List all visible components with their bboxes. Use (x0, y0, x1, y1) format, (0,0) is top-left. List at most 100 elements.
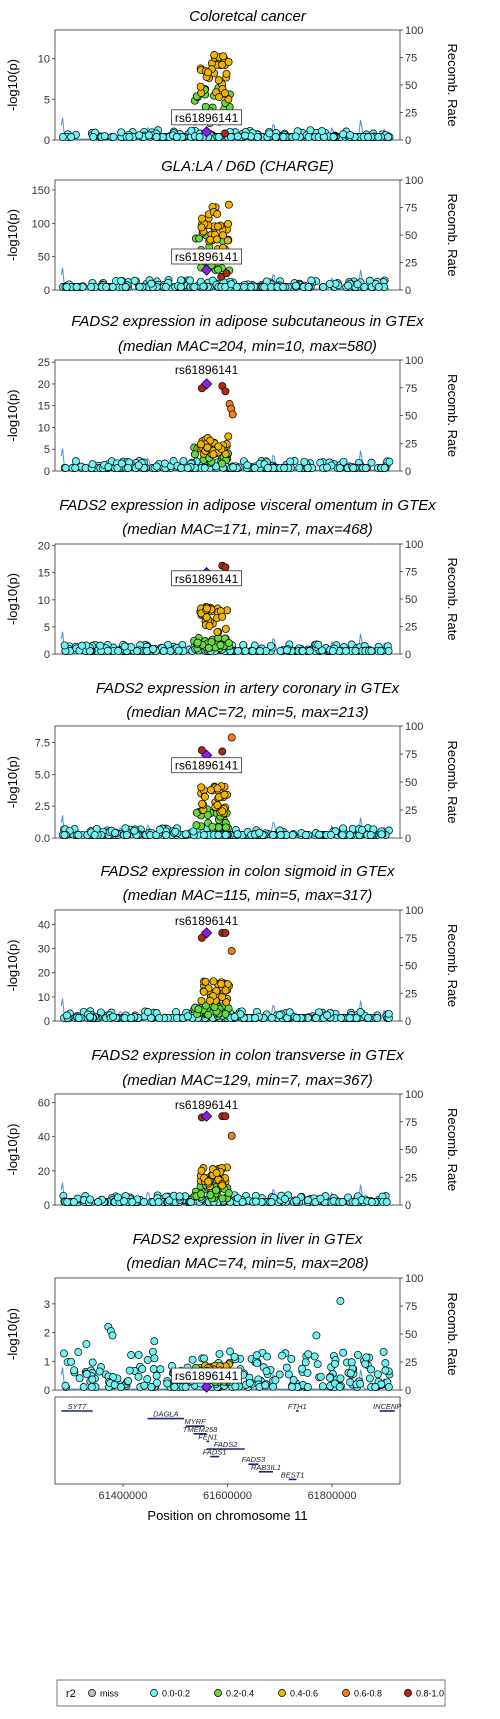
snp-point (103, 646, 112, 655)
y2-tick-label: 100 (405, 905, 423, 917)
snp-point (298, 1364, 307, 1373)
snp-point (220, 129, 229, 138)
snp-point (220, 790, 229, 799)
snp-point (90, 831, 99, 839)
snp-point (346, 1369, 355, 1378)
snp-point (336, 1374, 345, 1383)
snp-point (189, 827, 198, 836)
snp-point (196, 440, 205, 449)
snp-point (162, 831, 171, 839)
y2-axis-label: Recomb. Rate (445, 1292, 460, 1375)
lead-snp-point (200, 927, 213, 939)
snp-point (367, 647, 376, 655)
snp-point (134, 461, 143, 470)
snp-point (150, 1354, 159, 1363)
y2-tick-label: 100 (405, 355, 423, 367)
snp-point (144, 131, 153, 140)
y-axis-label: -log10(p) (5, 59, 20, 111)
snp-point (224, 219, 233, 228)
snp-point (364, 133, 373, 141)
snp-point (200, 1354, 209, 1363)
snp-point (206, 1190, 215, 1199)
snp-point (67, 1357, 76, 1366)
snp-point (269, 831, 277, 839)
y2-tick-label: 75 (405, 749, 417, 761)
snp-point (288, 831, 297, 839)
snp-point (330, 1359, 339, 1368)
snp-point (177, 464, 186, 472)
snp-point (325, 1373, 334, 1382)
panel-subtitle: (median MAC=129, min=7, max=367) (122, 1072, 373, 1089)
snp-point (127, 1351, 136, 1359)
y2-tick-label: 25 (405, 1172, 417, 1184)
legend-frame (56, 1679, 446, 1707)
snp-point (241, 647, 250, 655)
snp-point (208, 822, 217, 831)
snp-point (210, 51, 219, 59)
snp-point (336, 1297, 345, 1305)
snp-point (238, 1198, 247, 1206)
snp-point (204, 68, 212, 77)
snp-point (140, 1381, 149, 1390)
snp-point (373, 1370, 382, 1379)
y2-tick-label: 25 (405, 805, 417, 817)
snp-point (304, 283, 313, 291)
lead-snp-label-box (171, 757, 242, 774)
snp-point (248, 647, 257, 655)
y2-tick-label: 50 (405, 411, 417, 423)
snp-point (230, 1352, 239, 1361)
panel-subtitle: (median MAC=72, min=5, max=213) (126, 704, 368, 721)
snp-point (59, 1349, 68, 1358)
snp-point (143, 1356, 152, 1364)
y2-tick-label: 100 (405, 721, 423, 733)
y2-tick-label: 25 (405, 988, 417, 1000)
snp-point (385, 457, 394, 466)
snp-point (88, 1358, 97, 1367)
y-tick-label: 40 (38, 919, 50, 931)
snp-point (74, 1014, 83, 1022)
snp-point (279, 283, 288, 291)
snp-point (193, 638, 202, 647)
y2-tick-label: 75 (405, 383, 417, 395)
snp-point (148, 1347, 157, 1356)
panel-subtitle: (median MAC=204, min=10, max=580) (118, 338, 377, 355)
y2-tick-label: 25 (405, 108, 417, 120)
lead-snp-label-box (171, 1367, 242, 1384)
snp-point (174, 646, 183, 655)
y2-axis-label: Recomb. Rate (445, 924, 460, 1007)
x-axis-label: Position on chromosome 11 (147, 1508, 307, 1523)
snp-point (266, 641, 275, 650)
snp-point (351, 647, 360, 655)
y-tick-label: 60 (38, 1098, 50, 1110)
gene-label: FADS3 (242, 1455, 266, 1464)
snp-point (335, 464, 344, 472)
snp-point (95, 1367, 104, 1376)
snp-point (306, 126, 315, 135)
y-tick-label: 10 (38, 992, 50, 1004)
snp-point (256, 647, 264, 655)
snp-point (263, 464, 272, 472)
snp-point (74, 831, 83, 839)
snp-point (188, 1355, 197, 1364)
legend-label: 0.4-0.6 (290, 1689, 318, 1699)
legend-label: 0.0-0.2 (162, 1689, 190, 1699)
snp-point (224, 1189, 233, 1198)
legend-swatch (404, 1689, 412, 1697)
y2-axis-label: Recomb. Rate (445, 557, 460, 640)
snp-point (346, 831, 354, 839)
snp-point (260, 283, 269, 291)
snp-point (170, 1383, 179, 1391)
snp-point (135, 283, 144, 291)
snp-point (197, 1166, 206, 1175)
lead-snp-label: rs61896141 (175, 1098, 239, 1112)
y2-axis-label: Recomb. Rate (445, 43, 460, 126)
snp-point (200, 831, 209, 839)
y-tick-label: 5 (44, 622, 50, 634)
y-axis-label: -log10(p) (5, 1123, 20, 1175)
snp-point (60, 831, 69, 839)
panel-title: FADS2 expression in adipose visceral ome… (59, 497, 436, 514)
snp-point (230, 1012, 239, 1021)
snp-point (226, 1347, 235, 1356)
snp-point (89, 133, 98, 141)
snp-point (166, 647, 175, 655)
